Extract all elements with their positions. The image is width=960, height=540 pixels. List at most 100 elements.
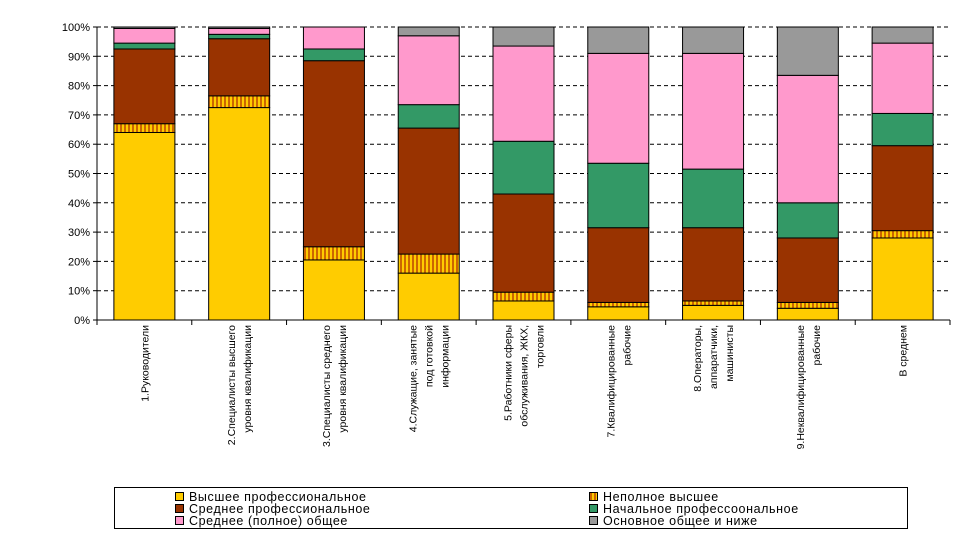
bar-segment xyxy=(871,42,934,114)
bar-segment xyxy=(682,26,745,54)
bar-segment xyxy=(302,48,365,62)
bar-segment xyxy=(208,27,271,35)
bar-segment xyxy=(587,227,650,303)
legend-item-secondary-general: Среднее (полное) общее xyxy=(175,513,348,528)
x-category-label: 5.Работники сферы xyxy=(503,325,515,421)
y-tick-label: 80% xyxy=(68,81,90,93)
x-category-label: под готовкой xyxy=(424,325,436,387)
x-category-label: 7.Квалифицированные xyxy=(605,325,617,438)
legend-swatch xyxy=(175,516,184,525)
bar-segment xyxy=(492,300,555,321)
bar-segment xyxy=(302,26,365,50)
legend-label: Неполное высшее xyxy=(603,489,719,504)
bar-segments xyxy=(113,26,934,321)
legend: Высшее профессиональное Неполное высшее … xyxy=(114,487,908,529)
bar-segment xyxy=(397,127,460,255)
bar-segment xyxy=(871,230,934,239)
legend-label: Основное общее и ниже xyxy=(603,513,758,528)
bar-segment xyxy=(492,193,555,293)
y-tick-label: 40% xyxy=(68,198,90,210)
x-category-label: 3.Специалисты среднего xyxy=(321,325,333,447)
bar-segment xyxy=(776,202,839,239)
bar-segment xyxy=(113,26,176,29)
bar-segment xyxy=(776,301,839,309)
bar-segment xyxy=(682,227,745,302)
bar-segment xyxy=(587,162,650,229)
y-tick-label: 90% xyxy=(68,51,90,63)
bar-segment xyxy=(587,301,650,308)
bar-segment xyxy=(397,253,460,274)
bar-segment xyxy=(682,52,745,170)
bar-segment xyxy=(208,33,271,40)
legend-swatch xyxy=(175,504,184,513)
bar-segment xyxy=(776,237,839,303)
x-category-label: 2.Специалисты высшего xyxy=(226,325,238,445)
bar-segment xyxy=(208,38,271,97)
bar-segment xyxy=(492,45,555,142)
y-tick-label: 20% xyxy=(68,256,90,268)
x-category-label: обслуживания, ЖКХ, xyxy=(519,325,531,427)
bar-segment xyxy=(397,104,460,129)
x-category-label: уровня квалификации xyxy=(337,325,349,433)
legend-swatch xyxy=(175,492,184,501)
x-category-label: уровня квалификации xyxy=(242,325,254,433)
bar-segment xyxy=(871,237,934,321)
x-category-label: торговли xyxy=(535,325,547,368)
y-tick-label: 10% xyxy=(68,286,90,298)
x-category-label: 4.Служащие, занятые xyxy=(408,325,420,432)
x-category-label: рабочие xyxy=(621,325,633,366)
bar-segment xyxy=(871,112,934,147)
bar-segment xyxy=(113,131,176,321)
bar-segment xyxy=(302,60,365,248)
bar-segment xyxy=(208,107,271,321)
x-category-label: рабочие xyxy=(811,325,823,366)
bar-segment xyxy=(492,26,555,47)
x-category-label: 1.Руководители xyxy=(139,325,151,402)
legend-label: Среднее профессиональное xyxy=(189,501,371,516)
x-category-label: аппаратчики, xyxy=(708,325,720,389)
x-category-label: 8.Операторы, xyxy=(692,325,704,392)
legend-swatch xyxy=(589,516,598,525)
legend-item-incomplete-higher: Неполное высшее xyxy=(589,489,719,504)
bar-segment xyxy=(682,300,745,306)
legend-label: Среднее (полное) общее xyxy=(189,513,348,528)
legend-item-primary-vocational: Начальное профессоональное xyxy=(589,501,799,516)
bar-segment xyxy=(682,304,745,321)
y-tick-label: 0% xyxy=(74,315,90,327)
legend-item-higher: Высшее профессиональное xyxy=(175,489,367,504)
x-category-label: В среднем xyxy=(898,325,910,377)
bar-segment xyxy=(587,52,650,164)
y-tick-label: 50% xyxy=(68,169,90,181)
legend-label: Начальное профессоональное xyxy=(603,501,799,516)
bar-segment xyxy=(397,26,460,37)
x-category-label: информации xyxy=(440,325,452,388)
bar-segment xyxy=(113,123,176,133)
legend-swatch xyxy=(589,504,598,513)
bar-segment xyxy=(776,307,839,321)
legend-swatch xyxy=(589,492,598,501)
y-tick-label: 70% xyxy=(68,110,90,122)
bar-segment xyxy=(302,246,365,261)
bar-segment xyxy=(492,291,555,302)
bar-segment xyxy=(302,259,365,321)
x-category-label: машинисты xyxy=(724,325,736,382)
legend-item-basic-general: Основное общее и ниже xyxy=(589,513,758,528)
y-tick-label: 30% xyxy=(68,227,90,239)
bar-segment xyxy=(776,26,839,76)
bar-segment xyxy=(492,140,555,195)
x-category-label: 9.Неквалифицированные xyxy=(795,325,807,450)
bar-segment xyxy=(208,26,271,29)
bar-segment xyxy=(776,74,839,204)
bar-segment xyxy=(397,35,460,106)
bar-segment xyxy=(397,272,460,321)
y-tick-label: 60% xyxy=(68,139,90,151)
y-tick-label: 100% xyxy=(62,22,90,34)
legend-label: Высшее профессиональное xyxy=(189,489,367,504)
bar-segment xyxy=(113,27,176,44)
bar-segment xyxy=(113,42,176,50)
bar-segment xyxy=(871,145,934,232)
y-tick-labels: 0% 10% 20% 30% 40% 50% 60% 70% 80% 90% 100% xyxy=(62,22,90,327)
bar-segment xyxy=(587,306,650,321)
x-category-labels: 1.Руководители 2.Специалисты высшего уровн… xyxy=(139,325,909,450)
